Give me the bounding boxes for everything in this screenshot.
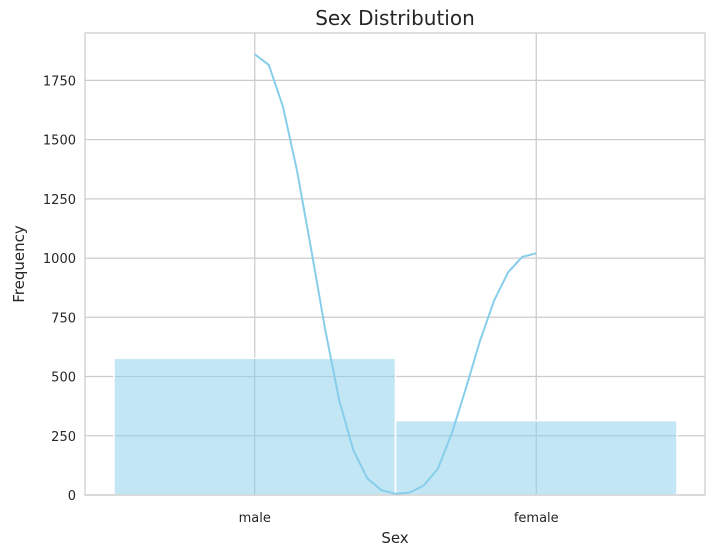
bars xyxy=(113,357,678,496)
y-tick-label: 1500 xyxy=(43,134,76,149)
x-axis-label: Sex xyxy=(381,529,408,547)
x-tick-label: male xyxy=(239,511,271,526)
kde-curve-group xyxy=(254,53,537,495)
y-tick-label: 1250 xyxy=(43,193,76,208)
chart-title: Sex Distribution xyxy=(315,6,475,30)
y-ticks: 0 250 500 750 1000 1250 1500 1750 xyxy=(43,74,76,504)
y-tick-label: 750 xyxy=(51,311,76,326)
bar-male xyxy=(113,357,397,496)
y-tick-label: 0 xyxy=(68,489,76,504)
x-ticks: male female xyxy=(239,511,559,526)
y-tick-label: 1000 xyxy=(43,252,76,267)
plot-frame xyxy=(84,32,706,496)
y-tick-label: 250 xyxy=(51,430,76,445)
y-axis-label: Frequency xyxy=(10,225,28,303)
y-tick-label: 1750 xyxy=(43,74,76,89)
kde-line xyxy=(254,53,537,495)
x-tick-label: female xyxy=(514,511,559,526)
bar-female xyxy=(394,419,678,496)
y-tick-label: 500 xyxy=(51,371,76,386)
